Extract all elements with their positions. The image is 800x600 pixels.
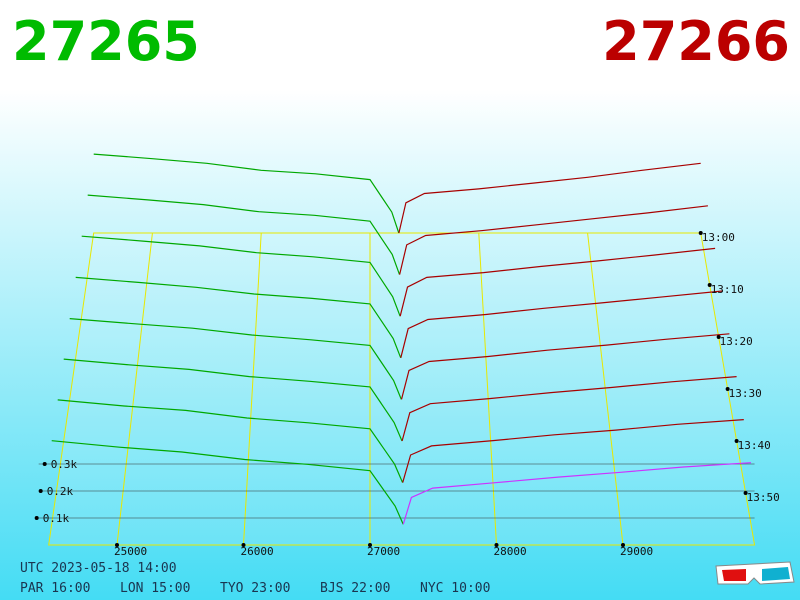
floor-outline (48, 232, 756, 546)
volume-tick (34, 516, 39, 520)
utc-time: UTC 2023-05-18 14:00 (20, 561, 177, 576)
ask-depth-line (399, 205, 708, 275)
ask-depth-line (398, 162, 701, 234)
bid-depth-line (57, 399, 404, 483)
price-tick (241, 543, 246, 547)
price-tick (115, 543, 119, 547)
city-times: PAR 16:00 LON 15:00 TYO 23:00 BJS 22:00 NYC … (20, 581, 490, 596)
bid-depth-line (87, 194, 401, 275)
depth-lines (51, 153, 752, 525)
time-tick-label: 13:50 (747, 491, 780, 504)
city-time: BJS 22:00 (320, 581, 390, 596)
time-tick (698, 231, 703, 235)
ask-depth-line (402, 462, 752, 525)
price-tick-label: 25000 (114, 545, 147, 558)
city-time: TYO 23:00 (220, 581, 290, 596)
bid-depth-line (63, 358, 403, 442)
volume-tick-label: 0.2k (47, 485, 74, 498)
best-bid: 27265 (12, 10, 200, 73)
ask-depth-line (401, 376, 737, 442)
ask-depth-line (400, 333, 730, 400)
price-tick (368, 543, 372, 547)
city-time: LON 15:00 (120, 581, 190, 596)
ask-depth-line (402, 419, 744, 483)
time-tick-label: 13:00 (702, 231, 735, 244)
time-tick (716, 335, 721, 339)
ask-depth-line (400, 290, 723, 358)
price-grid-line (243, 232, 262, 546)
price-tick (621, 543, 625, 547)
time-tick-label: 13:20 (720, 335, 753, 348)
price-tick-label: 29000 (620, 545, 653, 558)
volume-tick-label: 0.1k (43, 512, 70, 525)
bid-depth-line (75, 276, 402, 359)
bid-depth-line (69, 318, 402, 400)
price-tick-label: 28000 (494, 545, 527, 558)
time-tick (707, 283, 712, 287)
time-tick (725, 387, 730, 391)
city-time: PAR 16:00 (20, 581, 90, 596)
time-tick-label: 13:30 (729, 387, 762, 400)
time-tick-label: 13:10 (711, 283, 744, 296)
time-tick (734, 439, 739, 443)
bid-depth-line (51, 440, 404, 525)
price-grid-line (587, 232, 624, 546)
city-time: NYC 10:00 (420, 581, 490, 596)
volume-tick (42, 462, 47, 466)
best-ask: 27266 (602, 10, 790, 73)
ask-depth-line (399, 247, 716, 317)
3d-glasses-icon (715, 561, 795, 585)
time-tick (743, 491, 748, 495)
floor (38, 232, 756, 546)
price-grid-line (116, 232, 153, 546)
price-tick-label: 27000 (367, 545, 400, 558)
price-grid-line (478, 232, 497, 546)
bid-depth-line (93, 153, 400, 234)
volume-tick (38, 489, 43, 493)
price-tick-label: 26000 (241, 545, 274, 558)
bid-depth-line (81, 235, 401, 317)
axis-labels: 25000 26000 27000 28000 29000 0.1k 0.2k 0.3k 13:… (34, 231, 780, 558)
time-tick-label: 13:40 (738, 439, 771, 452)
volume-tick-label: 0.3k (51, 458, 78, 471)
price-tick (494, 543, 499, 547)
